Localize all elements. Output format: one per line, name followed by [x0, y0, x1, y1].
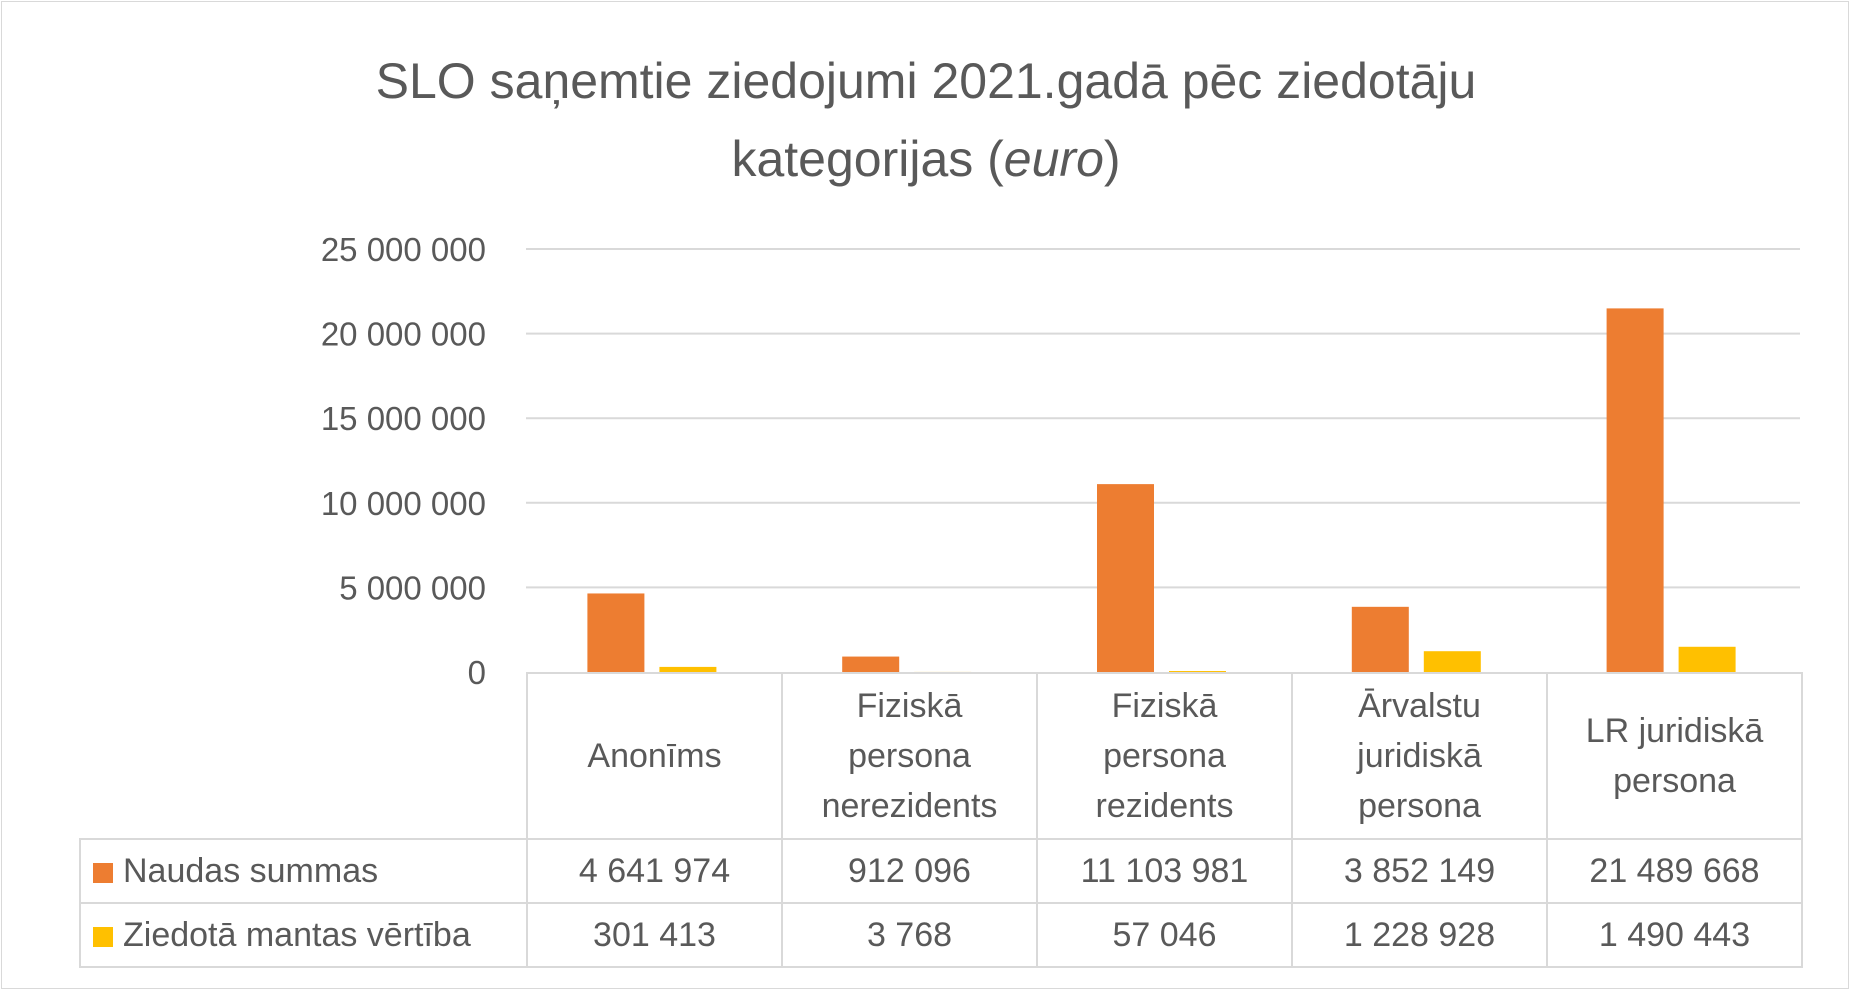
bar-naudas-summas-3 — [1351, 606, 1409, 672]
legend-entry: Naudas summas — [79, 838, 528, 904]
data-table: Anonīms Fiziskā persona nerezidents Fizisk… — [79, 672, 1803, 968]
data-label: 3 852 149 — [1291, 838, 1548, 904]
y-tick-label: 5 000 000 — [339, 569, 486, 606]
category-label: Fiziskā persona nerezidents — [781, 672, 1038, 840]
series-name: Ziedotā mantas vērtība — [123, 915, 471, 954]
bar-naudas-summas-0 — [587, 593, 645, 672]
data-label: 3 768 — [781, 902, 1038, 968]
y-tick-label: 20 000 000 — [321, 316, 486, 353]
table-row: Naudas summas 4 641 974 912 096 11 103 981 3… — [79, 838, 1803, 904]
data-label: 11 103 981 — [1036, 838, 1293, 904]
data-label: 4 641 974 — [526, 838, 783, 904]
chart-title-line2: kategorijas (euro) — [731, 131, 1121, 187]
category-label: Anonīms — [526, 672, 783, 840]
series-name: Naudas summas — [123, 851, 379, 890]
bar-naudas-summas-4 — [1606, 308, 1664, 672]
bar-mantas-vertiba-2 — [1169, 671, 1226, 672]
legend-swatch — [93, 926, 113, 947]
gridlines — [526, 248, 1800, 589]
bar-mantas-vertiba-4 — [1678, 646, 1736, 672]
data-label: 301 413 — [526, 902, 783, 968]
table-row: Ziedotā mantas vērtība 301 413 3 768 57 046… — [79, 902, 1803, 968]
table-corner — [80, 673, 528, 840]
bars — [587, 308, 1736, 672]
bar-mantas-vertiba-0 — [659, 666, 717, 672]
bar-mantas-vertiba-3 — [1423, 651, 1481, 672]
y-tick-label: 15 000 000 — [321, 400, 486, 437]
y-tick-label: 25 000 000 — [321, 231, 486, 268]
data-label: 57 046 — [1036, 902, 1293, 968]
bar-naudas-summas-1 — [842, 656, 900, 672]
category-label: Fiziskā persona rezidents — [1036, 672, 1293, 840]
y-tick-label: 10 000 000 — [321, 485, 486, 522]
legend-entry: Ziedotā mantas vērtība — [79, 902, 528, 968]
data-label: 1 490 443 — [1546, 902, 1803, 968]
category-label: LR juridiskā persona — [1546, 672, 1803, 840]
category-label: Ārvalstu juridiskā persona — [1291, 672, 1548, 840]
chart-title: SLO saņemtie ziedojumi 2021.gadā pēc zie… — [0, 42, 1852, 198]
legend-swatch — [93, 862, 113, 883]
data-label: 21 489 668 — [1546, 838, 1803, 904]
data-label: 912 096 — [781, 838, 1038, 904]
bar-naudas-summas-2 — [1097, 484, 1154, 672]
chart-title-line1: SLO saņemtie ziedojumi 2021.gadā pēc zie… — [375, 53, 1477, 109]
data-label: 1 228 928 — [1291, 902, 1548, 968]
